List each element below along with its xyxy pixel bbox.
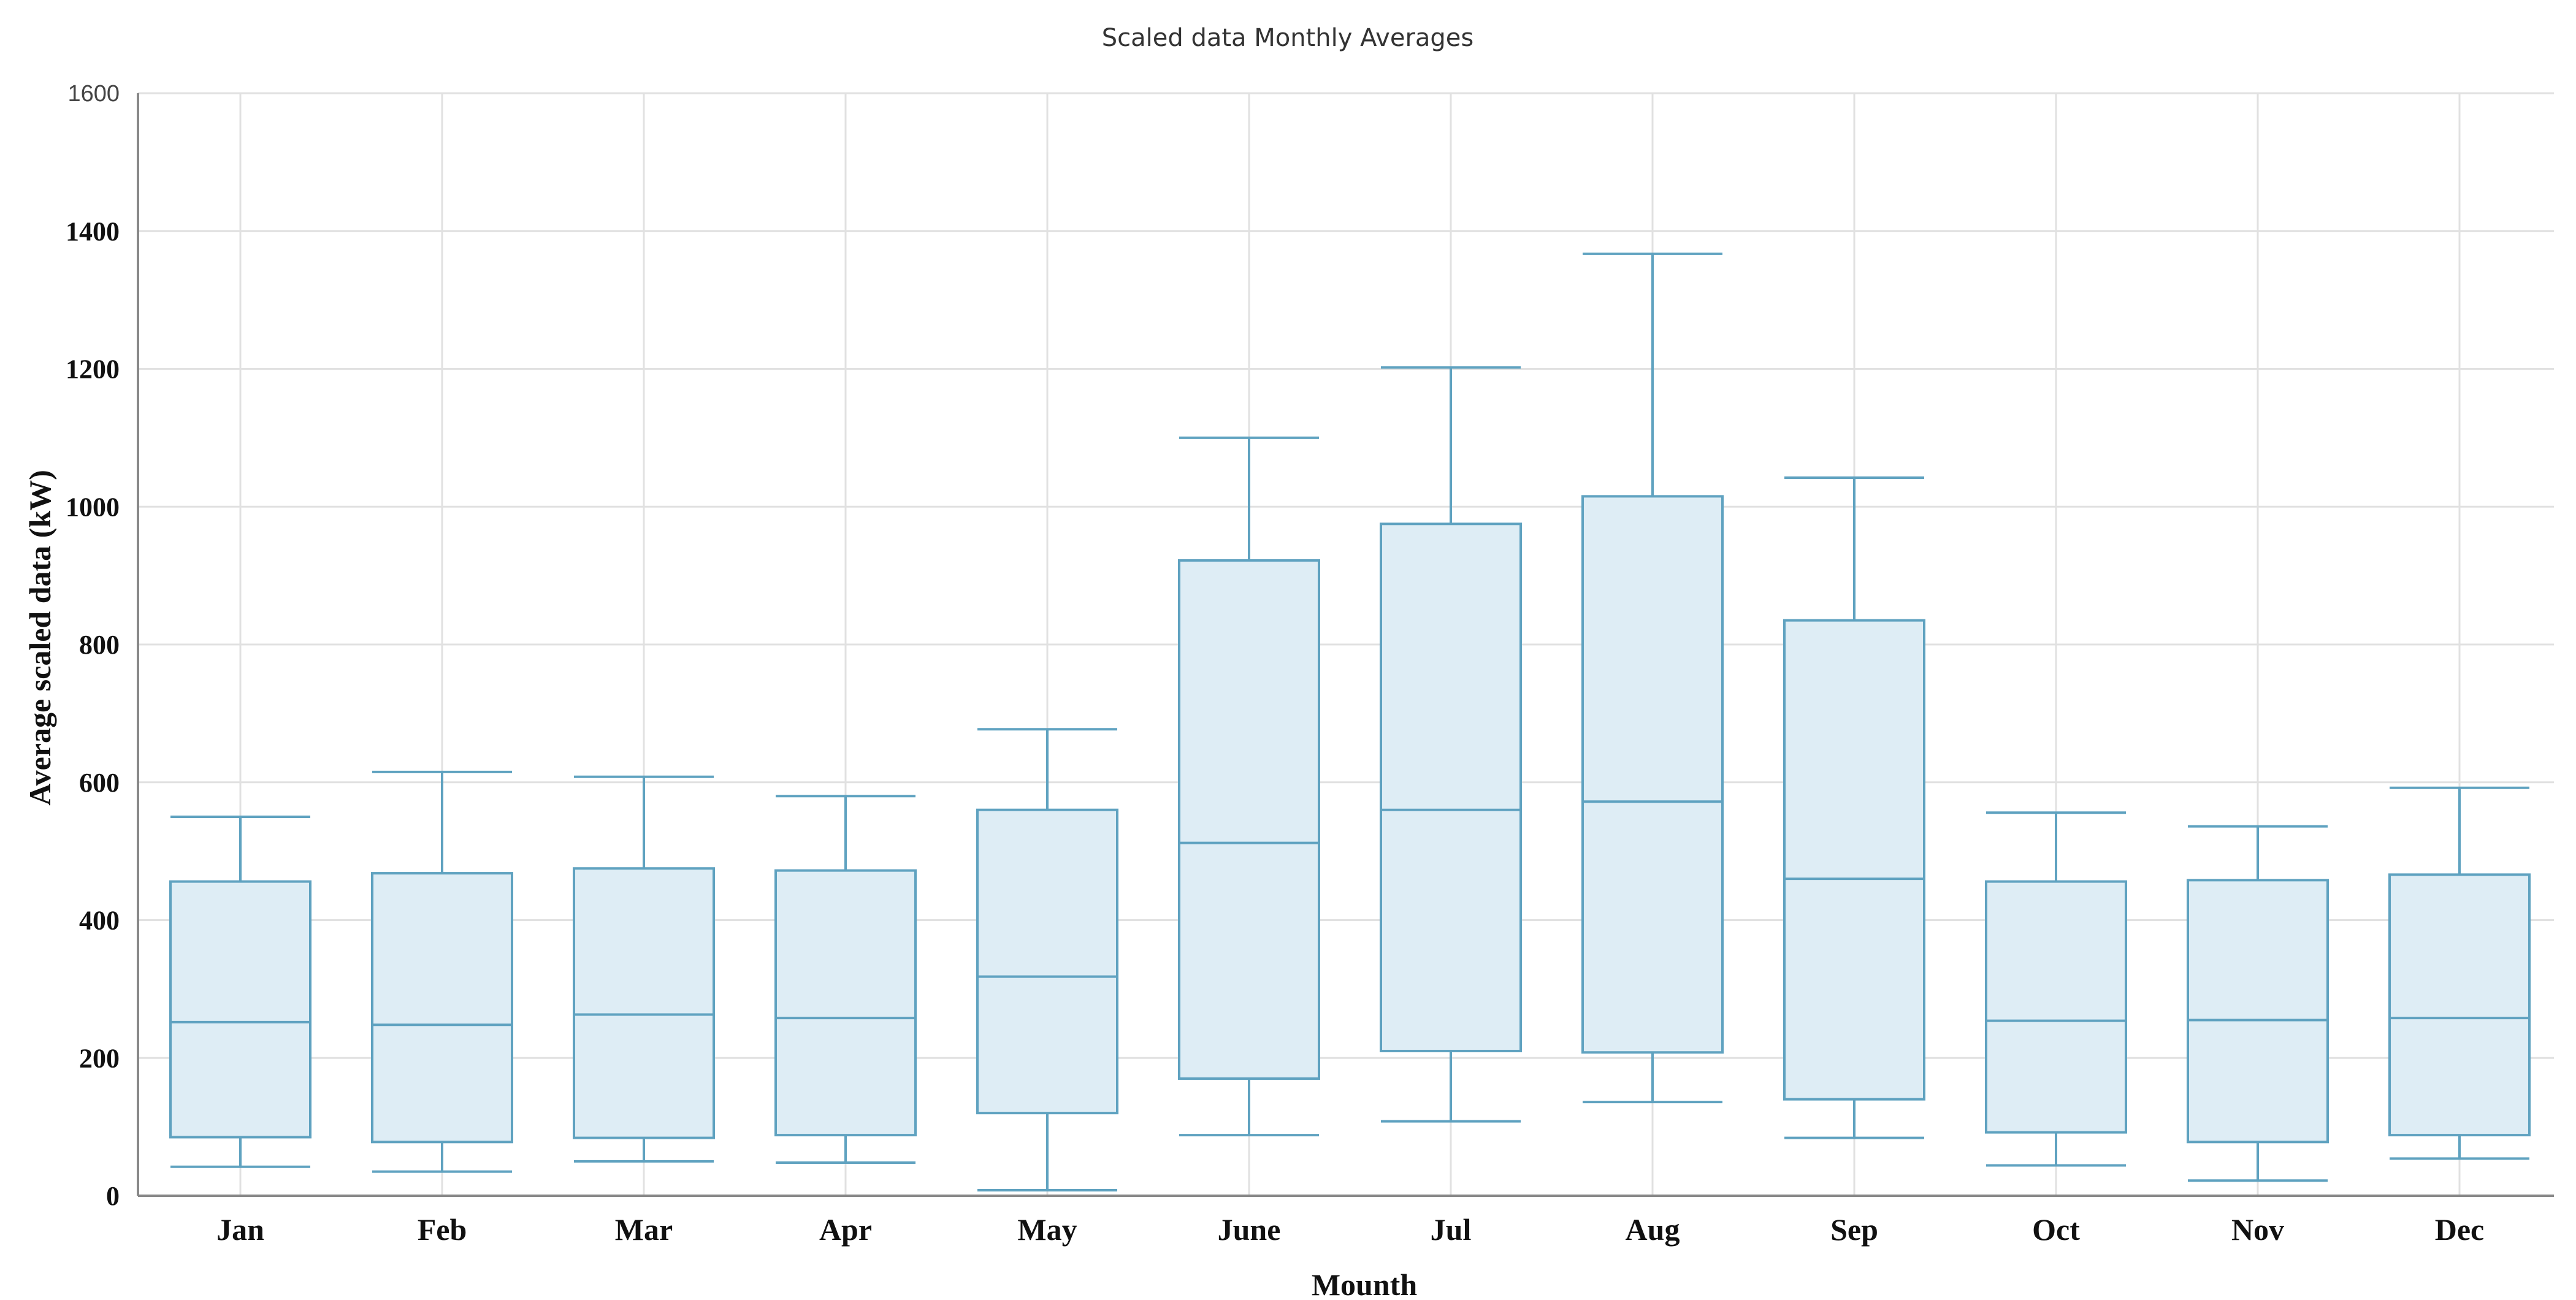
x-tick-label: June <box>1218 1212 1281 1247</box>
x-tick-label: Mar <box>615 1212 673 1247</box>
x-tick-label: Apr <box>819 1212 872 1247</box>
iqr-box <box>1985 880 2127 1134</box>
box-dec <box>2388 786 2531 1160</box>
box-nov <box>2187 825 2329 1182</box>
iqr-box <box>2388 873 2531 1137</box>
iqr-box <box>2187 879 2329 1144</box>
y-axis-title: Average scaled data (kW) <box>23 470 57 806</box>
y-tick-label: 1200 <box>66 354 120 384</box>
x-tick-label: Dec <box>2435 1212 2485 1247</box>
x-tick-label: May <box>1017 1212 1077 1247</box>
box-may <box>976 728 1118 1192</box>
iqr-box <box>976 808 1118 1115</box>
box-layer <box>169 252 2531 1192</box>
iqr-box <box>774 869 917 1137</box>
x-tick-label: Nov <box>2231 1212 2284 1247</box>
x-tick-label: Oct <box>2032 1212 2080 1247</box>
x-tick-label: Aug <box>1626 1212 1680 1247</box>
box-jan <box>169 815 311 1168</box>
y-tick-label: 0 <box>106 1181 120 1211</box>
box-oct <box>1985 811 2127 1167</box>
x-tick-label: Feb <box>418 1212 467 1247</box>
y-tick-label: 600 <box>79 768 120 798</box>
x-tick-labels: Jan Feb Mar Apr May June Jul Aug Sep Oct Nov Dec <box>216 1212 2484 1247</box>
iqr-box <box>1581 495 1724 1054</box>
y-tick-labels: 0 200 400 600 800 1000 1200 1400 1600 <box>66 81 120 1211</box>
x-axis-title: Mounth <box>1312 1268 1417 1300</box>
iqr-box <box>371 872 513 1144</box>
y-tick-label: 400 <box>79 906 120 936</box>
box-mar <box>573 775 715 1163</box>
box-sep <box>1783 476 1925 1139</box>
iqr-box <box>1783 619 1925 1101</box>
box-feb <box>371 770 513 1173</box>
iqr-box <box>1178 559 1320 1080</box>
y-tick-label: 1000 <box>66 492 120 522</box>
box-aug <box>1581 252 1724 1104</box>
chart-title: Scaled data Monthly Averages <box>1102 24 1474 52</box>
y-tick-label: 1400 <box>66 216 120 247</box>
x-tick-label: Jul <box>1431 1212 1472 1247</box>
box-june <box>1178 436 1320 1137</box>
iqr-box <box>169 880 311 1139</box>
box-apr <box>774 795 917 1164</box>
y-tick-label: 1600 <box>67 81 120 107</box>
x-tick-label: Sep <box>1830 1212 1878 1247</box>
iqr-box <box>1380 522 1522 1053</box>
iqr-box <box>573 867 715 1139</box>
y-tick-label: 800 <box>79 630 120 660</box>
x-tick-label: Jan <box>216 1212 264 1247</box>
y-tick-label: 200 <box>79 1043 120 1073</box>
box-jul <box>1380 366 1522 1123</box>
